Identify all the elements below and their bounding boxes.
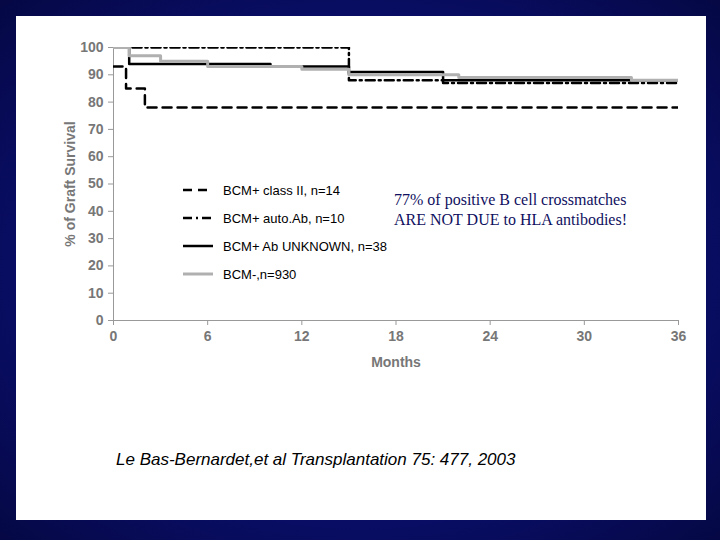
svg-text:12: 12 <box>294 328 310 344</box>
svg-text:60: 60 <box>88 148 104 164</box>
svg-text:80: 80 <box>88 94 104 110</box>
svg-text:30: 30 <box>88 230 104 246</box>
svg-text:70: 70 <box>88 121 104 137</box>
svg-text:100: 100 <box>80 39 104 55</box>
svg-text:30: 30 <box>577 328 593 344</box>
html-text:BCM+ auto.Ab, n=10: BCM+ auto.Ab, n=10 <box>223 210 345 226</box>
svg-text:6: 6 <box>204 328 212 344</box>
html-text:BCM+ class II, n=14: BCM+ class II, n=14 <box>223 182 341 198</box>
html-text:BCM-,n=930: BCM-,n=930 <box>223 266 297 282</box>
svg-text:0: 0 <box>110 328 118 344</box>
svg-text:50: 50 <box>88 175 104 191</box>
svg-text:Months: Months <box>371 354 421 370</box>
svg-text:0: 0 <box>96 312 104 328</box>
svg-text:90: 90 <box>88 66 104 82</box>
html-text:77% of positive B cell crossma: 77% of positive B cell crossmatches <box>394 191 627 208</box>
svg-text:10: 10 <box>88 285 104 301</box>
html-text:ARE NOT DUE to HLA antibodies!: ARE NOT DUE to HLA antibodies! <box>394 211 627 228</box>
svg-text:24: 24 <box>482 328 498 344</box>
svg-text:36: 36 <box>671 328 687 344</box>
svg-text:% of Graft Survival: % of Graft Survival <box>62 121 78 246</box>
svg-text:40: 40 <box>88 203 104 219</box>
svg-text:20: 20 <box>88 257 104 273</box>
svg-text:18: 18 <box>388 328 404 344</box>
html-text:BCM+ Ab UNKNOWN, n=38: BCM+ Ab UNKNOWN, n=38 <box>223 238 387 254</box>
html-text:Le Bas-Bernardet,et al Transpl: Le Bas-Bernardet,et al Transplantation 7… <box>116 450 516 469</box>
